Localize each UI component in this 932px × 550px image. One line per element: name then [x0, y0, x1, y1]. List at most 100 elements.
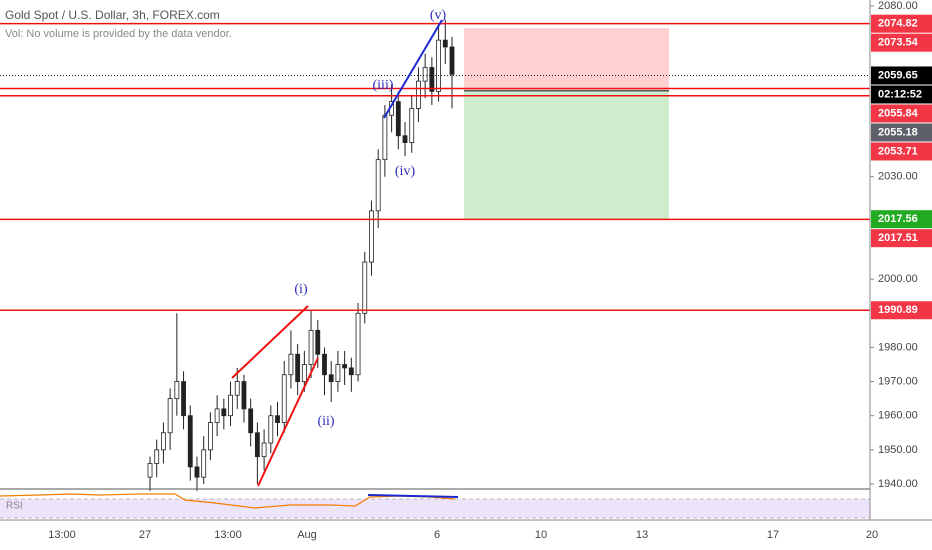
candle-body: [301, 364, 307, 382]
y-tick-label: 2000.00: [878, 273, 918, 285]
price-tag: [871, 85, 932, 104]
candle-body: [154, 449, 160, 464]
y-tick-label: 1940.00: [878, 478, 918, 490]
profit-zone: [464, 28, 669, 91]
price-tag-label: 2059.65: [878, 69, 918, 81]
candle-body: [281, 374, 287, 423]
candle-body: [288, 353, 294, 376]
y-tick-label: 2080.00: [878, 0, 918, 12]
y-tick-label: 1960.00: [878, 410, 918, 422]
x-tick-label: 10: [535, 529, 547, 541]
x-tick-label: 13:00: [48, 529, 76, 541]
price-tag-label: 2017.56: [878, 213, 918, 225]
price-tag: [871, 104, 932, 123]
price-tag-label: 2073.54: [878, 37, 919, 49]
candle-body: [221, 408, 227, 417]
candle-body: [234, 381, 240, 396]
price-tag: [871, 142, 932, 161]
trendline: [383, 19, 443, 119]
candle-body: [268, 415, 274, 444]
candle-body: [355, 312, 361, 376]
price-tag: [871, 301, 932, 320]
candle-body: [395, 101, 401, 137]
price-tag-label: 2055.18: [878, 126, 918, 138]
position-box: [464, 28, 669, 220]
candle-body: [174, 381, 180, 400]
price-tag: [871, 229, 932, 248]
x-tick-label: 17: [767, 529, 779, 541]
candle-body: [295, 353, 301, 382]
candle-body: [409, 108, 415, 143]
candle-body: [348, 367, 354, 376]
wave-label: (ii): [317, 414, 334, 429]
rsi-label: RSI: [6, 501, 23, 512]
y-tick-label: 2030.00: [878, 171, 918, 183]
candle-body: [275, 415, 280, 423]
candle-body: [375, 159, 381, 212]
candle-body: [402, 135, 408, 143]
candle-body: [187, 415, 193, 468]
rsi-trendline: [367, 494, 459, 498]
wave-label: (v): [430, 8, 447, 23]
candle-body: [194, 466, 200, 478]
trendline: [231, 305, 309, 379]
wave-label: (iii): [373, 78, 394, 93]
price-tag-label: 2017.51: [878, 232, 918, 244]
y-tick-label: 1970.00: [878, 375, 918, 387]
candle-body: [369, 210, 374, 263]
candle-body: [422, 67, 428, 82]
rsi-band: [0, 499, 870, 518]
candle-body: [342, 364, 348, 369]
candle-body: [315, 329, 321, 355]
candle-body: [429, 67, 435, 92]
y-tick-label: 1980.00: [878, 341, 918, 353]
price-tag-label: 02:12:52: [878, 88, 922, 100]
price-tag: [871, 123, 932, 142]
price-tag: [871, 210, 932, 229]
price-tag: [871, 66, 932, 85]
loss-zone: [464, 90, 669, 220]
candle-body: [254, 432, 260, 458]
candle-body: [161, 432, 166, 451]
candle-body: [442, 39, 448, 48]
axis: 2080.00 2030.00 2000.00 1980.00 1970.00 1960.…: [48, 0, 932, 541]
candle-body: [436, 39, 441, 92]
trendline: [257, 357, 319, 487]
plot: [0, 19, 870, 491]
x-tick-label: 20: [866, 529, 878, 541]
price-tag: [871, 14, 932, 33]
candle-body: [416, 80, 421, 109]
x-tick-label: 27: [139, 529, 151, 541]
candle-body: [382, 114, 388, 161]
x-tick-label: 13:00: [214, 529, 242, 541]
candle-body: [328, 374, 334, 382]
x-tick-label: 13: [636, 529, 648, 541]
wave-label: (i): [294, 282, 308, 297]
candle-body: [241, 381, 247, 410]
candle-body: [181, 381, 186, 417]
candle-body: [207, 422, 213, 451]
candle-body: [261, 442, 267, 458]
chart-title: Gold Spot / U.S. Dollar, 3h, FOREX.com: [5, 8, 220, 22]
candle-body: [335, 364, 341, 382]
price-tag-label: 2074.82: [878, 18, 918, 30]
candle-body: [322, 353, 327, 376]
candle-body: [228, 394, 233, 417]
x-tick-label: 6: [434, 529, 440, 541]
x-tick-label: Aug: [297, 529, 317, 541]
price-tag-label: 1990.89: [878, 304, 918, 316]
price-tag: [871, 33, 932, 52]
candle-body: [201, 449, 207, 478]
price-tag-label: 2053.71: [878, 145, 918, 157]
candle-body: [214, 408, 220, 423]
chart-subtitle: Vol: No volume is provided by the data v…: [5, 28, 232, 40]
candle-body: [167, 398, 173, 434]
candle-body: [308, 329, 314, 365]
candle-body: [147, 463, 153, 478]
rsi-line: [0, 493, 456, 509]
y-tick-label: 1950.00: [878, 444, 918, 456]
wave-label: (iv): [395, 164, 416, 179]
candle-body: [449, 46, 455, 75]
price-tag-label: 2055.84: [878, 107, 919, 119]
